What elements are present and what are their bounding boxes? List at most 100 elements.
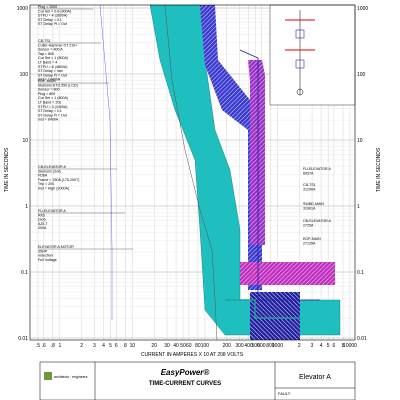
- x-tick-label: 30: [164, 343, 170, 349]
- annotation: LT Band = 4: [38, 61, 57, 65]
- x-tick-label: 300: [235, 343, 244, 349]
- brand: EasyPower®: [161, 368, 210, 377]
- annotation: Trip = 200: [38, 182, 54, 186]
- logo: [44, 372, 52, 380]
- x-tick-label: 6: [333, 343, 336, 349]
- x-tick-label: 3: [93, 343, 96, 349]
- title-block: architects · engineers EasyPower® TIME-C…: [39, 361, 356, 400]
- annotation: CB-ELEVATOR A: [38, 165, 67, 169]
- fault-label: CB-TS1: [303, 183, 316, 187]
- firm: architects · engineers: [54, 375, 88, 379]
- annotation: FD6A: [38, 174, 48, 178]
- annotation: STPU = 4 (3600A): [38, 14, 67, 18]
- annotation: Inst = High (2000A): [38, 187, 69, 191]
- title: TIME-CURRENT CURVES: [149, 381, 221, 387]
- x-tick-label: 40: [173, 343, 179, 349]
- navy-band: [250, 292, 300, 340]
- x-tick-label: 400: [244, 343, 253, 349]
- fault-label: 31290A: [303, 187, 316, 191]
- x-tick-label: 1: [58, 343, 61, 349]
- annotation: Sensor = 800 A: [38, 48, 63, 52]
- annotation: ELEVATOR A MOTOR: [38, 245, 74, 249]
- annotation: ST Delay = 0.1: [38, 18, 62, 22]
- y-tick-label-right: 1000: [357, 6, 368, 12]
- one-line-inset: [269, 4, 356, 106]
- annotation: 35HP: [38, 249, 48, 253]
- annotation: (Sol): [38, 218, 46, 222]
- x-tick-label: 4: [102, 343, 105, 349]
- y-tick-label-right: 0.1: [357, 270, 364, 276]
- x-tick-label: 80: [195, 343, 201, 349]
- fuse-curve: [99, 4, 113, 320]
- annotation: ST Delay = 0.1: [38, 109, 62, 113]
- annotation: Cur Set = 0.6 (900A): [38, 9, 71, 13]
- annotation: Siemens ETU 550 (LCD): [38, 83, 78, 87]
- x-axis-title: CURRENT IN AMPERES X 10 AT 208 VOLTS: [141, 352, 244, 358]
- x-tick-label: 3: [311, 343, 314, 349]
- y-tick-label: 10: [22, 138, 28, 144]
- labels: .5.6.8 1 2 3 4 5 6 8 10 20 30 40 50 60 80 100 200 300 4005…: [4, 5, 382, 358]
- annotation: ST Delay I²t = Out: [38, 73, 67, 77]
- annotation: Inst = 14400A: [38, 78, 61, 82]
- x-tick-label: .8: [51, 343, 55, 349]
- x-tick-label: 800: [266, 343, 275, 349]
- plot-frame: [29, 4, 356, 341]
- name: Elevator A: [299, 374, 331, 381]
- annotation: Plug = 800: [38, 92, 55, 96]
- x-tick-label: .6: [42, 343, 46, 349]
- fault-label: FU-ELEVATOR A: [303, 167, 331, 171]
- fault-label: EDP-MAIN: [303, 237, 321, 241]
- y-tick-label: 0.01: [18, 336, 28, 342]
- y-tick-label-right: 100: [357, 72, 366, 78]
- y-tick-label: 1000: [17, 6, 28, 12]
- x-tick-label: 8: [124, 343, 127, 349]
- x-tick-label: 10000: [343, 343, 357, 349]
- x-tick-label: .5: [36, 343, 40, 349]
- annotation: FU-ELEVATOR A: [38, 209, 66, 213]
- fault-label: 31901A: [303, 206, 316, 210]
- y-tick-label: 0.1: [21, 270, 28, 276]
- annotation: STPU = 6 (4800A): [38, 65, 67, 69]
- x-tick-label: 100: [201, 343, 210, 349]
- x-tick-label: 8: [342, 343, 345, 349]
- fault: FAULT:: [278, 391, 291, 396]
- teal-step: [225, 299, 300, 319]
- x-tick-label: 10: [130, 343, 136, 349]
- y-tick-label-right: 10: [357, 138, 363, 144]
- annotation: AJ5-T: [38, 222, 48, 226]
- annotation: STPU = 3 (2400A): [38, 105, 67, 109]
- annotation: Cur Set = 1 (800A): [38, 56, 68, 60]
- motor-curve: [164, 4, 218, 341]
- y-axis-title-right: TIME IN SECONDS: [376, 147, 382, 192]
- purple-band: [248, 60, 265, 245]
- y-tick-label: 100: [20, 72, 29, 78]
- y-tick-label-right: 1: [357, 204, 360, 210]
- annotation: Cur Set = 1 (800A): [38, 96, 68, 100]
- annotation: Tap = 800: [38, 52, 54, 56]
- x-tick-label: 200: [223, 343, 232, 349]
- annotation: Full Voltage: [38, 258, 57, 262]
- x-tick-label: 500: [251, 343, 260, 349]
- x-tick-label: 50: [180, 343, 186, 349]
- x-tick-label: 1000: [272, 343, 283, 349]
- annotation: Plug = 2000: [38, 5, 57, 9]
- x-tick-label: 5: [327, 343, 330, 349]
- annotation: Siemens (Sol): [38, 169, 61, 173]
- fault-label: 27139A: [303, 241, 316, 245]
- annotation: EDP-MAIN: [38, 79, 56, 83]
- magenta-band: [240, 262, 335, 285]
- x-tick-label: 20: [151, 343, 157, 349]
- annotation: Cutler-Hammer DT 210+: [38, 43, 77, 47]
- annotation: ST Delay I²t = Out: [38, 22, 67, 26]
- annotation: RK5: [38, 213, 45, 217]
- annotation: LT Band = 20s: [38, 101, 61, 105]
- blue-band: [200, 5, 262, 290]
- y-tick-label: 1: [25, 204, 28, 210]
- x-tick-label: 6: [115, 343, 118, 349]
- x-tick-label: 4: [320, 343, 323, 349]
- x-tick-label: 2: [80, 343, 83, 349]
- annotation: Sensor = 800: [38, 88, 59, 92]
- x-tick-label: 60: [186, 343, 192, 349]
- fault-label: CB-ELEVATOR A: [303, 219, 332, 223]
